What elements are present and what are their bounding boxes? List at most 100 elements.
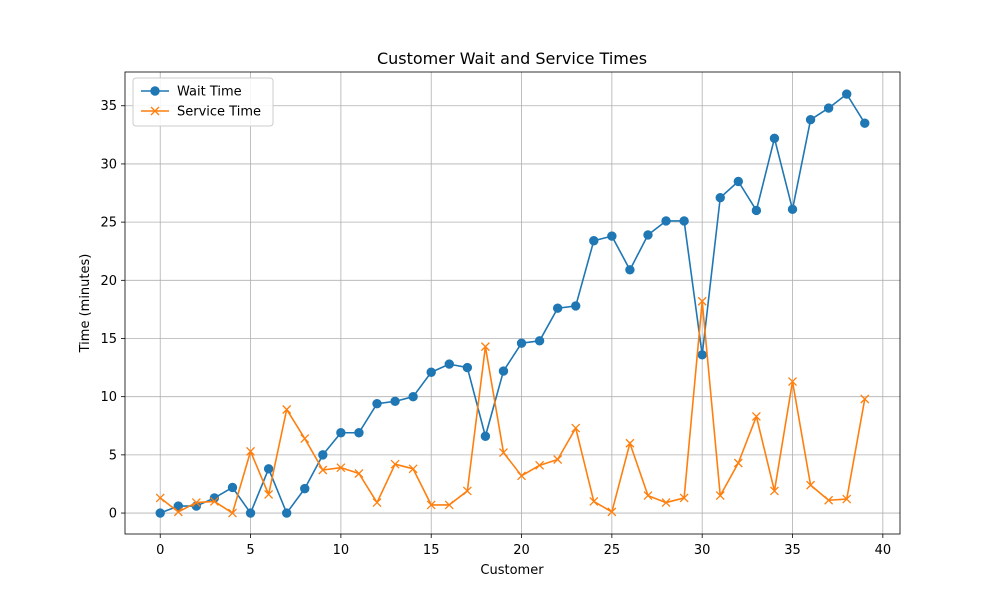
x-tick-label: 15 (423, 543, 440, 558)
service-time-point (860, 394, 870, 404)
service-time-point (517, 471, 526, 481)
wait-time-point (390, 396, 400, 407)
wait-time-point (589, 236, 599, 246)
wait-time-point (516, 338, 527, 348)
service-time-point (751, 412, 761, 421)
legend: Wait Time Service Time (132, 77, 274, 127)
wait-time-point (300, 483, 310, 494)
wait-time-point (679, 216, 689, 226)
service-time-point (408, 464, 418, 474)
service-time-point (625, 438, 635, 448)
wait-time-point (625, 265, 635, 275)
legend-item-wait-time: Wait Time (141, 85, 242, 100)
service-time-line (159, 300, 866, 514)
service-time-point (462, 486, 472, 496)
wait-time-point (769, 133, 780, 144)
service-time-point (372, 498, 382, 508)
y-tick-label: 35 (100, 99, 117, 114)
wait-time-point (173, 501, 183, 511)
service-time-point (769, 486, 779, 496)
wait-time-point (823, 103, 834, 113)
wait-time-point (805, 115, 816, 125)
service-time-point (155, 493, 165, 503)
wait-time-point (661, 216, 671, 226)
wait-time-point (643, 230, 653, 240)
x-tick-label: 30 (694, 543, 711, 558)
service-time-point (589, 496, 599, 506)
service-time-point (806, 480, 816, 490)
y-tick-label: 15 (100, 332, 117, 347)
service-time-point (191, 498, 201, 508)
y-tick-label: 30 (100, 157, 117, 172)
service-time-point (480, 342, 490, 352)
service-time-point (553, 455, 563, 464)
wait-time-point (697, 350, 707, 360)
wait-time-line (159, 93, 866, 514)
wait-time-point (245, 508, 256, 518)
service-time-point (715, 491, 725, 501)
chart-title: Customer Wait and Service Times (377, 49, 647, 68)
wait-time-point (552, 303, 563, 313)
wait-time-point (354, 428, 364, 438)
wait-time-point (571, 301, 581, 311)
service-time-point (209, 496, 219, 506)
service-time-point (318, 465, 328, 475)
service-time-point (661, 498, 671, 508)
plot-series (155, 89, 870, 518)
service-time-point (824, 495, 834, 505)
service-time-point (264, 489, 274, 499)
y-tick-label: 10 (100, 390, 117, 405)
wait-time-point (480, 431, 491, 441)
service-time-point (788, 377, 797, 387)
service-time-point (842, 494, 852, 504)
wait-time-point (372, 398, 382, 409)
wait-time-point (498, 366, 509, 376)
wait-time-point (842, 89, 852, 99)
service-time-point (697, 296, 707, 306)
y-tick-label: 25 (100, 216, 117, 231)
y-axis-label: Time (minutes) (78, 254, 93, 354)
wait-time-point (426, 367, 436, 377)
wait-time-point (281, 508, 292, 518)
service-time-point (228, 508, 237, 518)
wait-time-point (787, 204, 798, 215)
wait-time-point (336, 428, 346, 438)
service-time-point (571, 423, 581, 433)
wait-time-point (318, 450, 328, 460)
service-time-point (173, 507, 183, 517)
wait-time-point (227, 482, 238, 493)
wait-time-point (462, 362, 473, 373)
wait-time-point (715, 192, 725, 203)
plot-frame (124, 71, 901, 535)
legend-swatch-marker (150, 106, 160, 116)
legend-label: Wait Time (177, 85, 242, 100)
x-tick-label: 5 (246, 543, 254, 558)
service-time-point (246, 446, 256, 456)
service-time-point (426, 500, 436, 510)
x-axis-label: Customer (480, 563, 544, 578)
y-tick-label: 20 (100, 274, 117, 289)
wait-time-point (155, 508, 165, 518)
wait-time-point (263, 464, 274, 474)
x-tick-label: 40 (875, 543, 892, 558)
legend-label: Service Time (177, 105, 261, 120)
wait-time-point (408, 391, 418, 402)
service-time-point (499, 448, 508, 457)
x-tick-label: 20 (513, 543, 530, 558)
axes: 0 5 10 15 20 25 30 35 40 0 5 10 15 20 25 30 35 (100, 71, 901, 558)
service-time-point (300, 434, 310, 444)
service-time-series (155, 296, 870, 518)
wait-time-point (444, 359, 454, 369)
legend-box (132, 77, 274, 127)
wait-time-point (534, 336, 545, 346)
service-time-point (679, 493, 689, 503)
wait-time-point (751, 205, 762, 216)
x-tick-label: 25 (604, 543, 621, 558)
wait-time-series (155, 89, 870, 518)
legend-swatch-marker (150, 86, 160, 96)
x-tick-label: 0 (156, 543, 164, 558)
legend-item-service-time: Service Time (141, 105, 261, 120)
wait-time-point (733, 176, 744, 187)
service-time-point (354, 469, 364, 478)
service-time-point (390, 459, 400, 469)
